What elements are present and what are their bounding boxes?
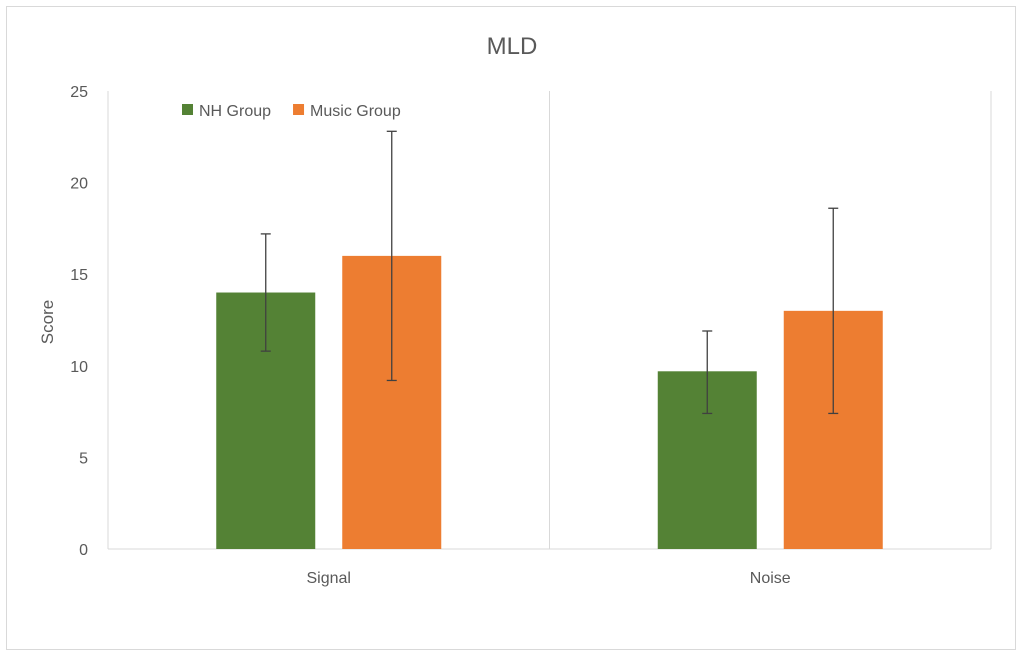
y-tick-label: 20: [70, 176, 88, 193]
legend-swatch: [293, 104, 305, 115]
legend-label: Music Group: [310, 103, 401, 120]
y-tick-label: 25: [70, 84, 88, 101]
error-bars-group: [260, 130, 839, 415]
y-tick-label: 5: [79, 450, 88, 467]
legend-swatch: [182, 104, 193, 115]
legend: NH Group Music Group: [182, 103, 401, 120]
y-axis-title: Score: [38, 300, 57, 344]
x-tick-label: Signal: [307, 570, 351, 587]
y-tick-label: 15: [70, 267, 88, 284]
chart-title: MLD: [487, 33, 538, 60]
axes: 0 5 10 15 20 25 Signal Noise: [70, 84, 992, 587]
legend-label: NH Group: [199, 103, 271, 120]
y-tick-label: 0: [79, 542, 88, 559]
x-tick-label: Noise: [750, 570, 791, 587]
y-tick-label: 10: [70, 359, 88, 376]
